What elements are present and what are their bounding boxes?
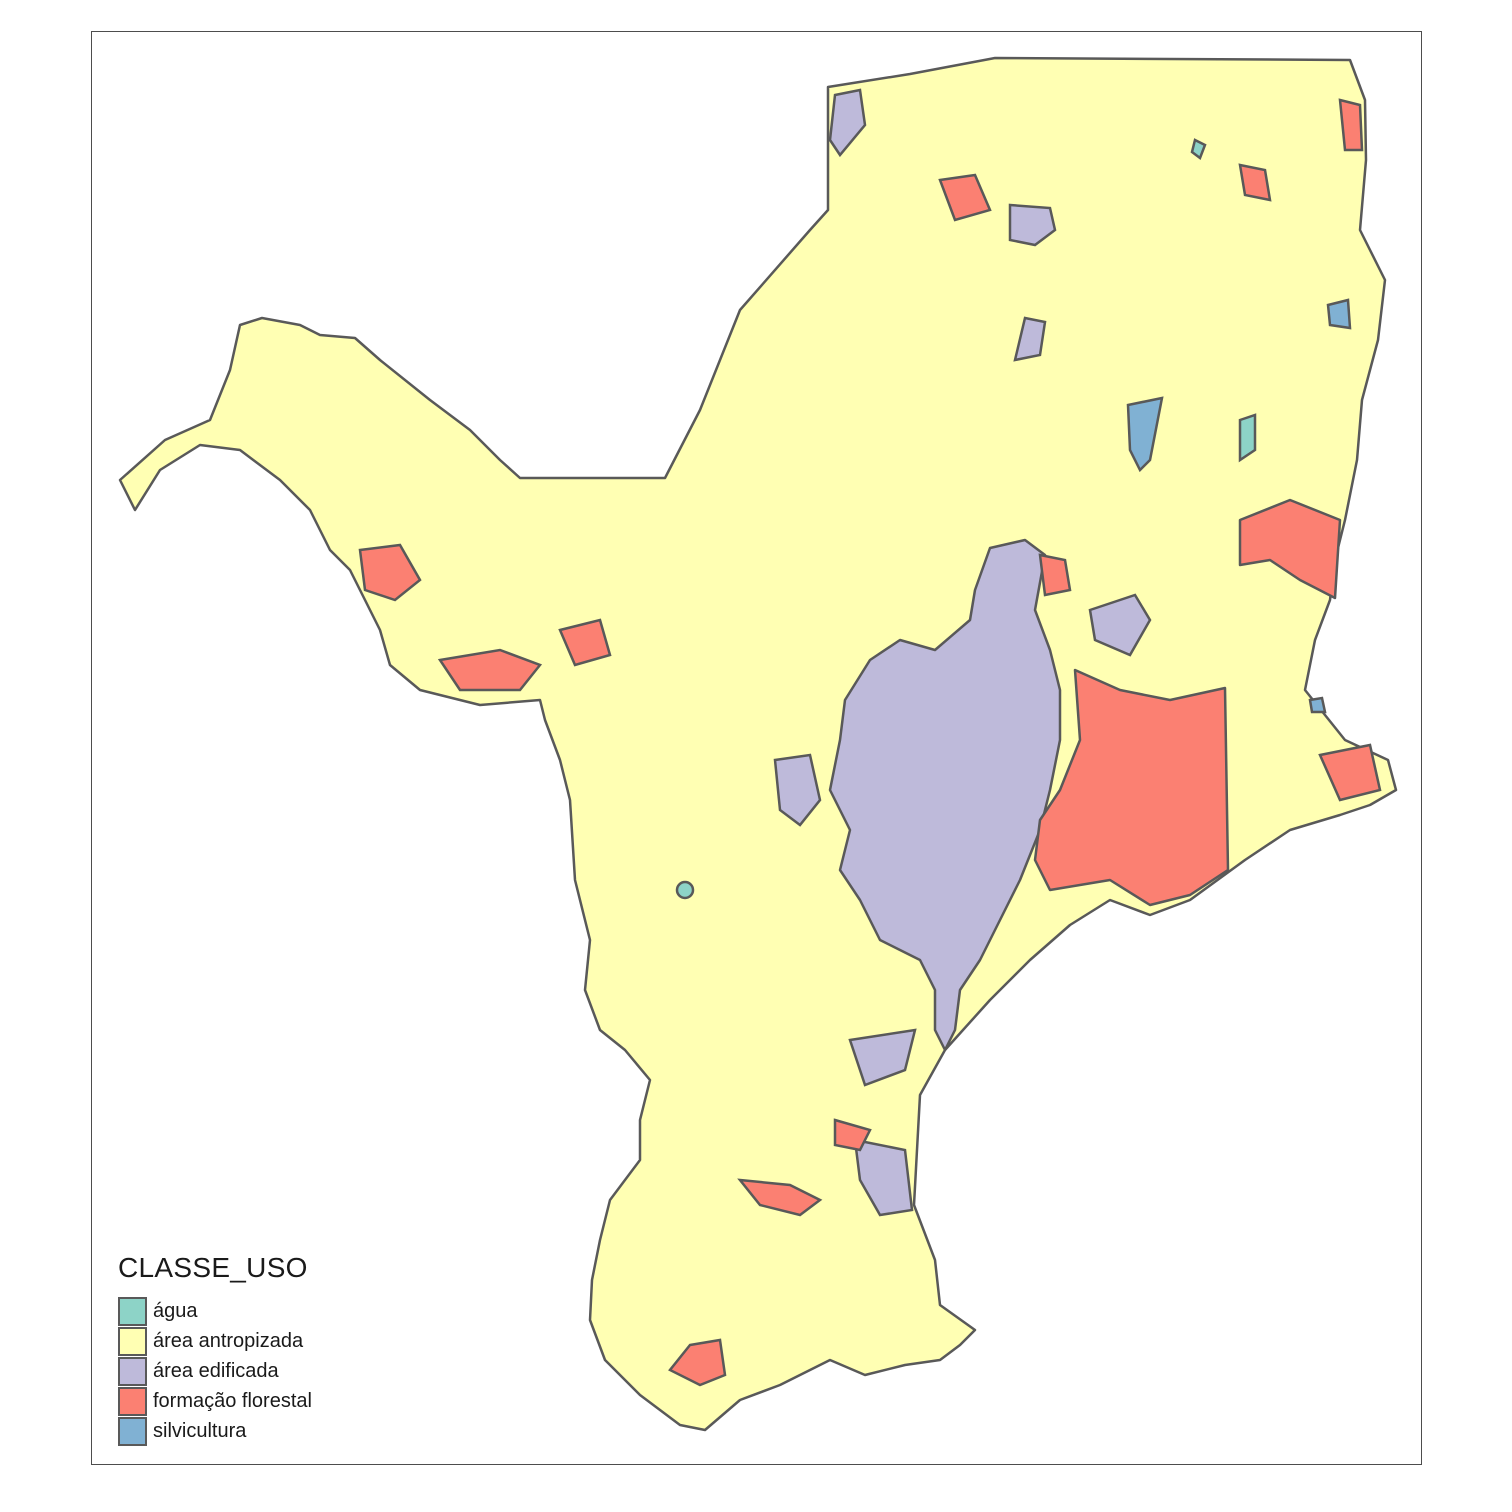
forest-area-northeast-2 bbox=[1338, 98, 1364, 152]
water-body-3 bbox=[1190, 138, 1207, 160]
forest-area-east-2 bbox=[1318, 743, 1382, 802]
forest-area-west-1 bbox=[358, 543, 422, 602]
urban-area-north-2 bbox=[1013, 316, 1047, 362]
forest-area-west-2 bbox=[437, 648, 543, 692]
forest-area-north-1 bbox=[1238, 163, 1272, 202]
legend-item-area-antropizada: área antropizada bbox=[118, 1326, 312, 1356]
legend-item-area-edificada: área edificada bbox=[118, 1356, 312, 1386]
legend-swatch bbox=[118, 1296, 147, 1326]
water-body-2 bbox=[675, 880, 695, 900]
legend-label: área antropizada bbox=[153, 1329, 304, 1352]
urban-area-main bbox=[828, 538, 1062, 1052]
urban-area-south-2 bbox=[848, 1028, 917, 1087]
urban-area-south bbox=[853, 1138, 914, 1217]
water-body-1 bbox=[1238, 413, 1257, 463]
forest-area-south-2 bbox=[668, 1338, 727, 1387]
legend-label: silvicultura bbox=[153, 1419, 247, 1442]
legend-item-formacao-florestal: formação florestal bbox=[118, 1386, 312, 1416]
map-frame bbox=[91, 31, 1422, 1465]
forest-area-east-large bbox=[1033, 668, 1230, 907]
legend-swatch bbox=[118, 1356, 147, 1386]
forest-area-center-1 bbox=[1038, 553, 1072, 597]
forest-area-south-1 bbox=[737, 1178, 823, 1217]
legend-swatch bbox=[118, 1416, 147, 1446]
legend-label: formação florestal bbox=[153, 1389, 312, 1412]
municipality-area-antropizada bbox=[118, 56, 1398, 1432]
silviculture-area-3 bbox=[1308, 696, 1327, 714]
legend-swatch bbox=[118, 1326, 147, 1356]
urban-area-west bbox=[773, 753, 822, 827]
urban-area-north bbox=[1008, 203, 1057, 247]
legend-item-silvicultura: silvicultura bbox=[118, 1416, 312, 1446]
urban-area-north-3 bbox=[828, 88, 867, 158]
forest-area-northeast bbox=[1238, 498, 1342, 600]
legend-swatch bbox=[118, 1386, 147, 1416]
silviculture-area-1 bbox=[1126, 396, 1164, 473]
forest-area-west-3 bbox=[558, 618, 612, 667]
urban-area-east bbox=[1088, 593, 1152, 657]
forest-area-south-3 bbox=[833, 1118, 872, 1152]
legend-item-agua: água bbox=[118, 1296, 312, 1326]
legend-label: água bbox=[153, 1299, 198, 1322]
forest-area-north-2 bbox=[938, 173, 992, 222]
map-legend: CLASSE_USO água área antropizada área ed… bbox=[118, 1252, 312, 1446]
legend-label: área edificada bbox=[153, 1359, 279, 1382]
legend-title: CLASSE_USO bbox=[118, 1252, 308, 1283]
silviculture-area-2 bbox=[1326, 298, 1352, 330]
